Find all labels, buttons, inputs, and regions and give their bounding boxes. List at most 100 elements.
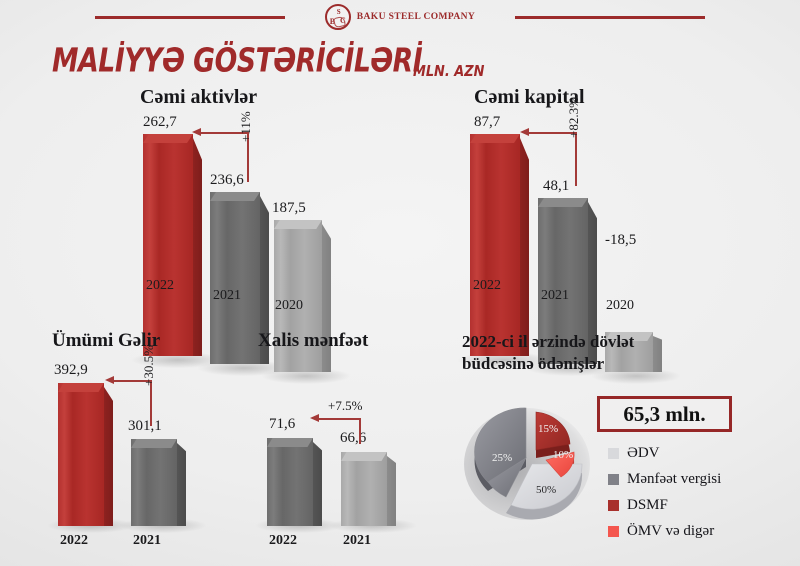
pie-legend: ƏDV Mənfəət vergisi DSMF ÖMV və digər <box>608 440 798 544</box>
total-payments-box: 65,3 mln. <box>597 396 732 432</box>
legend-item-menfeet-vergisi: Mənfəət vergisi <box>608 466 798 492</box>
bar-2022 <box>470 134 529 356</box>
bar-face <box>143 134 193 356</box>
chart-title-line-1: 2022-ci il ərzində dövlət <box>462 332 635 351</box>
pie-slice-dsmf <box>535 411 571 451</box>
chart-title: Cəmi kapital <box>474 86 585 108</box>
annotation-line-horizontal <box>318 418 360 420</box>
annotation-percent: +11% <box>238 111 253 142</box>
bar-top-face <box>538 198 588 207</box>
bar-value-2021: 301,1 <box>128 418 162 434</box>
logo-letter-b: B <box>329 17 336 26</box>
chart-title: Xalis mənfəət <box>258 330 369 351</box>
chart-panel-umumi-gelir: Ümümi Gəlir 392,9 2022 301,1 2021 +30.5% <box>0 326 230 566</box>
chart-panel-cemi-aktivler: Cəmi aktivlər 262,7 2022 236,6 2021 187,… <box>0 82 400 384</box>
bar-value-2020: -18,5 <box>605 232 637 248</box>
pie-slice-menfeet-vergisi <box>474 407 527 483</box>
bar-2020 <box>274 220 331 372</box>
chart-title: Cəmi aktivlər <box>140 86 258 108</box>
pie-label-menfeet-vergisi: 25% <box>492 452 513 464</box>
annotation-arrow-head <box>192 128 201 136</box>
pie-svg <box>474 407 583 520</box>
bar-top-face <box>58 383 104 392</box>
bar-value-2021: 48,1 <box>543 178 570 194</box>
annotation-arrow-head <box>520 128 529 136</box>
bar-year-2022: 2022 <box>269 533 297 548</box>
annotation-line-vertical <box>575 132 577 186</box>
chart-panel-cemi-kapital: Cəmi kapital 87,7 2022 48,1 2021 -18,5 2… <box>400 82 800 384</box>
bar-top-face <box>210 192 260 201</box>
bar-year-2020: 2020 <box>606 298 634 313</box>
bar-side-face <box>260 196 269 364</box>
bar-2022 <box>58 383 113 526</box>
bar-2021 <box>210 192 269 364</box>
annotation-line-horizontal <box>200 132 248 134</box>
bar-top-face <box>131 439 177 448</box>
legend-label-menfeet-vergisi: Mənfəət vergisi <box>627 470 722 487</box>
total-payments-value: 65,3 mln. <box>623 401 706 426</box>
annotation-line-horizontal <box>113 380 151 382</box>
pie-slice-menfeet-vergisi-lower <box>487 457 527 498</box>
annotation-line-horizontal <box>528 132 576 134</box>
bar-side-face <box>177 443 186 526</box>
bar-face <box>538 198 588 364</box>
legend-swatch-dsmf <box>608 499 619 511</box>
page-title: MALİYYƏ GÖSTƏRİCİLƏRİ <box>52 42 423 81</box>
legend-label-omv-ve-diger: ÖMV və digər <box>627 522 715 539</box>
bar-2021 <box>538 198 597 364</box>
annotation-percent: +7.5% <box>328 398 363 413</box>
annotation-arrow-head <box>105 376 114 384</box>
baku-steel-logo-icon: B S C <box>324 4 351 30</box>
pie-label-edv: 50% <box>536 484 557 496</box>
growth-annotation: +7.5% <box>310 398 400 446</box>
logo-letter-c: C <box>340 16 346 25</box>
bar-value-2022: 87,7 <box>474 114 501 130</box>
brand-name: BAKU STEEL COMPANY <box>356 12 476 22</box>
bar-side-face <box>653 336 662 372</box>
bar-face <box>470 134 520 356</box>
bar-side-face <box>520 138 529 356</box>
bar-2020 <box>605 332 662 372</box>
pie-label-omv: 10% <box>553 449 574 461</box>
bar-year-2021: 2021 <box>213 288 241 303</box>
bar-value-2021: 236,6 <box>210 172 244 188</box>
logo-hand-icon <box>332 15 346 29</box>
bar-year-2021: 2021 <box>541 288 569 303</box>
bar-side-face <box>313 442 322 526</box>
pie-slice-omv-ve-diger <box>545 451 575 478</box>
bar-year-2021: 2021 <box>133 533 161 548</box>
annotation-percent: +30.5% <box>141 345 156 386</box>
growth-annotation: +30.5% <box>105 345 181 436</box>
unit-label: MLN. AZN <box>413 62 485 80</box>
annotation-percent: +82.3% <box>566 97 581 138</box>
bar-year-2020: 2020 <box>275 298 303 313</box>
bar-side-face <box>193 138 202 356</box>
header-rule-left <box>94 15 285 19</box>
bar-side-face <box>104 387 113 526</box>
bar-top-face <box>470 134 520 143</box>
bar-face <box>210 192 260 364</box>
bar-top-face <box>274 220 322 229</box>
bar-side-face <box>588 202 597 364</box>
annotation-arrow-head <box>310 414 319 422</box>
bar-2021 <box>341 452 396 526</box>
brand-logo: B S C BAKU STEEL COMPANY <box>324 4 476 30</box>
annotation-line-vertical <box>247 132 249 182</box>
legend-label-edv: ƏDV <box>627 444 660 461</box>
legend-label-dsmf: DSMF <box>627 496 668 513</box>
legend-swatch-edv <box>608 447 619 459</box>
growth-annotation: +11% <box>192 111 272 192</box>
bar-value-2022: 71,6 <box>269 416 296 432</box>
bar-top-face <box>143 134 193 143</box>
bar-year-2022: 2022 <box>60 533 88 548</box>
pie-chart: 50% 25% 15% 10% <box>462 392 602 527</box>
bar-face <box>267 438 313 526</box>
legend-swatch-menfeet-vergisi <box>608 473 619 485</box>
bar-value-2022: 262,7 <box>143 114 177 130</box>
bar-top-face <box>267 438 313 447</box>
logo-letter-s: S <box>336 8 341 16</box>
legend-item-omv-ve-diger: ÖMV və digər <box>608 518 798 544</box>
bar-face <box>341 452 387 526</box>
annotation-line-vertical <box>150 380 152 426</box>
pie-slice-edv <box>510 463 583 510</box>
